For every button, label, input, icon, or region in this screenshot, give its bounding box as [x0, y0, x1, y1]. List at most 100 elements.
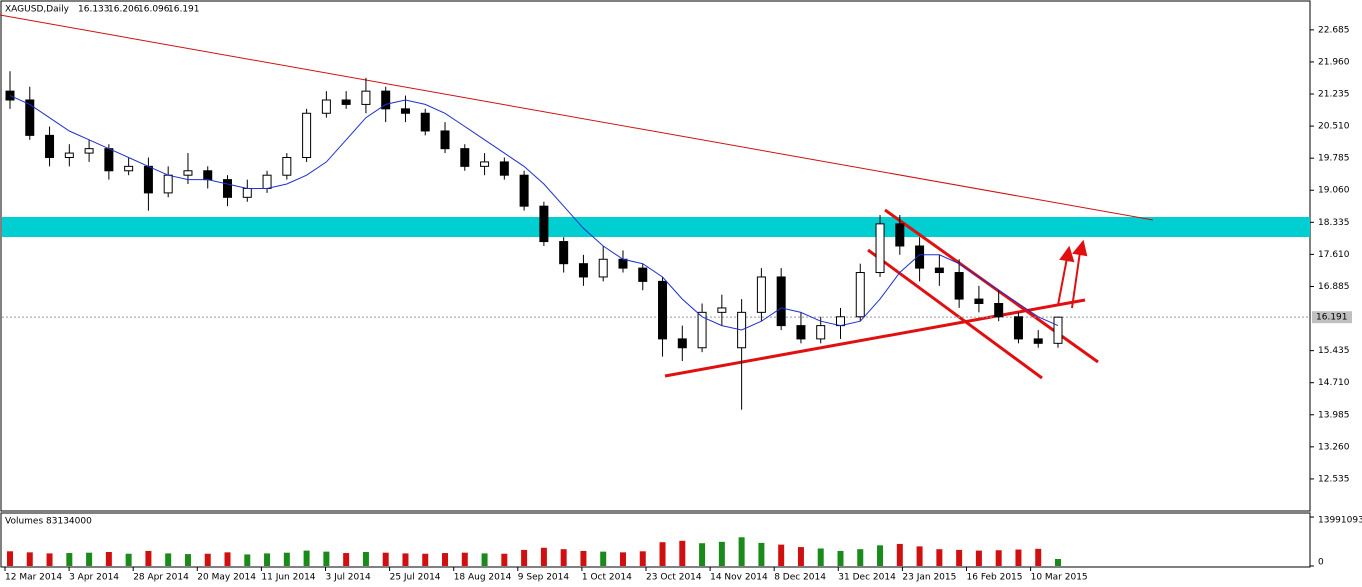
candle-body: [934, 267, 944, 274]
volume-panel: [0, 512, 1311, 568]
volume-bar: [461, 552, 468, 566]
volume-bar: [738, 537, 745, 566]
y-tick-label: 18.335: [1318, 218, 1350, 228]
y-tick-label: 16.885: [1318, 282, 1350, 292]
x-tick-label: 31 Dec 2014: [838, 573, 896, 583]
volume-bar: [956, 549, 963, 566]
volume-bar: [204, 553, 211, 566]
moving-average: [9, 95, 1059, 331]
candle-body: [776, 276, 786, 327]
candle-body: [242, 187, 252, 198]
candle-body: [302, 112, 312, 159]
volume-bar: [699, 543, 706, 566]
candle-body: [84, 148, 94, 154]
price-tag-bg: [1312, 311, 1352, 324]
candle-body: [578, 263, 588, 278]
candle-body: [994, 303, 1004, 318]
ohlc-close: 16.191: [168, 5, 200, 15]
candle-body: [282, 157, 292, 176]
volume-bar: [46, 553, 53, 566]
volume-bar: [481, 553, 488, 566]
y-tick-label: 20.510: [1318, 122, 1350, 132]
volume-bar: [1055, 558, 1061, 566]
candle-body: [1033, 338, 1043, 344]
candle-body: [440, 130, 450, 150]
price-tag: 16.191: [1316, 313, 1348, 323]
ohlc-open: 16.133: [78, 5, 110, 15]
candle-body: [381, 90, 391, 110]
volume-bar: [184, 554, 191, 566]
y-tick-label: 19.060: [1318, 186, 1350, 196]
volume-bar: [521, 549, 528, 566]
candle-body: [658, 280, 668, 340]
candle-body: [539, 205, 549, 243]
x-tick-label: 18 Aug 2014: [454, 573, 512, 583]
volume-bar: [659, 542, 666, 566]
candle-body: [677, 338, 687, 349]
candle-body: [361, 90, 371, 105]
volume-bar: [758, 542, 765, 566]
volume-bar: [244, 554, 251, 566]
volume-bar: [7, 551, 13, 566]
x-tick-label: 1 Oct 2014: [582, 573, 632, 583]
volume-bar: [224, 552, 231, 566]
price-panel: [0, 0, 1311, 512]
candle-body: [974, 298, 984, 305]
candle-body: [400, 108, 410, 114]
candle-body: [796, 325, 806, 340]
candle-body: [5, 90, 15, 101]
y-tick-label: 13.260: [1318, 442, 1350, 452]
candle-body: [816, 325, 826, 340]
candle-body: [954, 272, 964, 300]
volume-bar: [283, 552, 290, 566]
y-tick-label: 14.710: [1318, 378, 1350, 388]
volume-bar: [896, 543, 903, 566]
x-tick-label: 23 Oct 2014: [646, 573, 702, 583]
candle-body: [45, 134, 55, 159]
candle-body: [697, 311, 707, 349]
volume-bar: [66, 553, 73, 566]
candle-body: [163, 174, 173, 194]
volume-bar: [877, 545, 884, 566]
candle-body: [1053, 316, 1063, 344]
x-tick-label: 28 Apr 2014: [133, 573, 189, 583]
y-tick-label: 21.960: [1318, 57, 1350, 67]
x-tick-label: 12 Mar 2014: [5, 573, 62, 583]
ohlc-high: 16.206: [108, 5, 140, 15]
candle-body: [638, 267, 648, 282]
volume-tick-label: 0: [1318, 558, 1324, 568]
volume-bar: [86, 552, 93, 566]
volume-bar: [105, 551, 112, 566]
volume-bar: [679, 540, 686, 566]
candle-body: [855, 272, 865, 318]
volume-bar: [362, 551, 369, 566]
candle-body: [203, 170, 213, 181]
channel-lower: [867, 248, 1043, 380]
x-tick-label: 8 Dec 2014: [774, 573, 826, 583]
volume-bar: [1015, 549, 1022, 566]
y-tick-label: 17.610: [1318, 250, 1350, 260]
y-tick-label: 19.785: [1318, 154, 1350, 164]
candle-body: [519, 174, 529, 207]
candle-body: [1013, 316, 1023, 340]
y-tick-label: 15.435: [1318, 346, 1350, 356]
volume-bar: [1035, 548, 1042, 566]
x-tick-label: 9 Sep 2014: [518, 573, 570, 583]
arrows: [1057, 239, 1088, 309]
volume-bar: [402, 553, 409, 566]
candle-body: [460, 148, 470, 167]
x-tick-label: 16 Feb 2015: [967, 573, 1023, 583]
volume-bar: [975, 550, 982, 566]
candle-body: [262, 174, 272, 189]
candle-body: [480, 161, 490, 167]
candle-body: [143, 165, 153, 194]
y-tick-label: 21.235: [1318, 90, 1350, 100]
volume-bar: [501, 553, 508, 566]
y-tick-label: 22.685: [1318, 25, 1350, 35]
x-tick-label: 14 Nov 2014: [710, 573, 768, 583]
candle-body: [341, 99, 351, 105]
volume-tick-label: 13991093: [1318, 516, 1362, 526]
volume-bar: [303, 550, 310, 566]
